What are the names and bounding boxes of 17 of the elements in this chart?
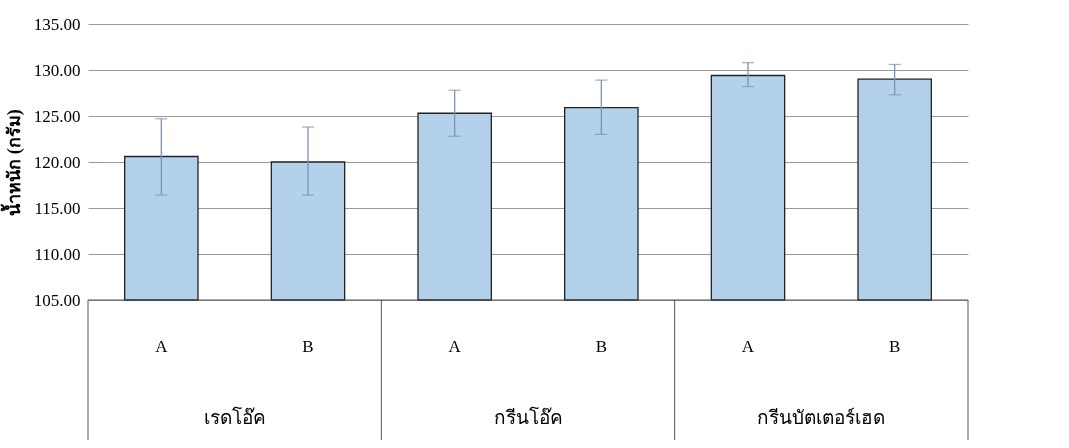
x-tick-label: B: [595, 336, 608, 356]
x-tick-label: A: [448, 336, 462, 356]
x-tick-label: A: [741, 336, 755, 356]
text: กรีนบัตเตอร์เฮด: [757, 407, 886, 428]
y-tick-label: 105.00: [33, 290, 81, 310]
y-tick-label: 135.00: [33, 14, 81, 34]
x-tick-label: B: [302, 336, 314, 356]
y-tick-label: 115.00: [34, 198, 81, 218]
x-tick-label: B: [888, 336, 901, 356]
y-tick-label: 130.00: [33, 60, 81, 80]
y-tick-label: 110.00: [34, 244, 81, 264]
x-tick-label: A: [155, 336, 169, 356]
y-tick-label: 125.00: [33, 106, 81, 126]
text: กรีนโอ๊ค: [493, 406, 563, 428]
y-axis-title: น้ำหนัก (กรัม): [0, 109, 25, 216]
text: เรดโอ๊ค: [203, 406, 266, 428]
y-tick-label: 120.00: [33, 152, 81, 172]
